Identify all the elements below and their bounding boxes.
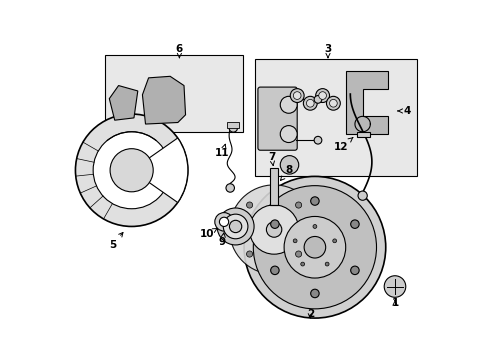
Circle shape bbox=[284, 216, 345, 278]
Circle shape bbox=[270, 266, 279, 275]
Bar bbox=[254, 59, 416, 176]
Circle shape bbox=[246, 202, 252, 208]
Circle shape bbox=[329, 99, 337, 107]
Circle shape bbox=[310, 197, 319, 205]
Text: 2: 2 bbox=[306, 309, 313, 319]
Circle shape bbox=[244, 176, 385, 318]
Circle shape bbox=[110, 149, 153, 192]
Circle shape bbox=[300, 262, 304, 266]
Circle shape bbox=[225, 184, 234, 192]
Text: 8: 8 bbox=[280, 165, 292, 180]
Circle shape bbox=[270, 220, 279, 228]
Circle shape bbox=[306, 99, 313, 107]
Circle shape bbox=[295, 202, 301, 208]
Circle shape bbox=[304, 237, 325, 258]
Text: 11: 11 bbox=[215, 144, 229, 158]
Text: 12: 12 bbox=[333, 138, 352, 152]
Bar bbox=[226, 122, 239, 128]
Circle shape bbox=[384, 276, 405, 297]
Circle shape bbox=[313, 95, 321, 103]
Circle shape bbox=[315, 89, 329, 103]
Circle shape bbox=[75, 114, 187, 226]
Circle shape bbox=[326, 96, 340, 110]
Text: 3: 3 bbox=[324, 44, 331, 58]
Circle shape bbox=[229, 185, 318, 274]
Circle shape bbox=[246, 251, 252, 257]
Bar bbox=[104, 55, 243, 132]
Circle shape bbox=[350, 266, 358, 275]
Circle shape bbox=[293, 239, 296, 243]
Circle shape bbox=[219, 217, 228, 226]
Circle shape bbox=[280, 156, 298, 174]
Circle shape bbox=[266, 222, 281, 237]
Circle shape bbox=[223, 214, 247, 239]
Text: 5: 5 bbox=[108, 233, 123, 250]
Circle shape bbox=[318, 92, 326, 99]
Text: 4: 4 bbox=[397, 106, 410, 116]
Circle shape bbox=[290, 89, 304, 103]
Polygon shape bbox=[345, 71, 387, 134]
Circle shape bbox=[295, 251, 301, 257]
Text: 1: 1 bbox=[390, 298, 398, 309]
Text: 6: 6 bbox=[175, 44, 183, 58]
Text: 9: 9 bbox=[219, 233, 225, 247]
Circle shape bbox=[332, 239, 336, 243]
Text: 7: 7 bbox=[267, 152, 275, 166]
Circle shape bbox=[280, 96, 297, 113]
Circle shape bbox=[325, 262, 328, 266]
Circle shape bbox=[253, 186, 376, 309]
Circle shape bbox=[303, 96, 317, 110]
Circle shape bbox=[313, 136, 321, 144]
Circle shape bbox=[217, 208, 254, 245]
Circle shape bbox=[228, 124, 237, 132]
Circle shape bbox=[350, 220, 358, 228]
Circle shape bbox=[357, 191, 366, 200]
Circle shape bbox=[214, 213, 233, 231]
Circle shape bbox=[280, 126, 297, 143]
Circle shape bbox=[293, 92, 301, 99]
FancyBboxPatch shape bbox=[257, 87, 297, 150]
Polygon shape bbox=[142, 76, 185, 124]
Circle shape bbox=[93, 132, 170, 209]
Text: 10: 10 bbox=[200, 228, 217, 239]
Bar bbox=[270, 168, 277, 205]
Circle shape bbox=[310, 289, 319, 298]
Wedge shape bbox=[131, 138, 187, 202]
Circle shape bbox=[249, 205, 298, 254]
Bar bbox=[357, 132, 369, 137]
Polygon shape bbox=[109, 86, 138, 120]
Circle shape bbox=[229, 220, 241, 233]
Circle shape bbox=[312, 225, 316, 228]
